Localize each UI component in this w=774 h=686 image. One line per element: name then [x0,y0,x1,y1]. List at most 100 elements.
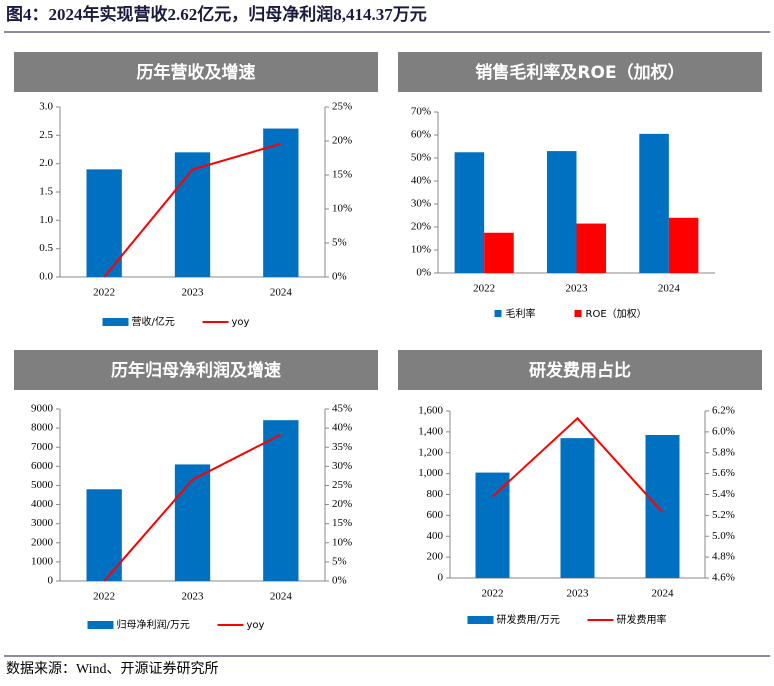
y-tick-label: 0% [416,267,431,279]
y-tick-label: 0 [438,572,444,584]
figure-title: 图4：2024年实现营收2.62亿元，归母净利润8,414.37万元 [6,4,427,24]
legend-swatch [87,621,114,629]
panel-title-box [14,52,378,92]
y-tick-label: 1000 [31,555,54,567]
bar [475,472,510,578]
legend-label: 研发费用/万元 [497,613,560,626]
legend-swatch [467,616,494,624]
y-tick-label: 50% [411,152,431,164]
x-tick-label: 2023 [182,591,205,603]
panel-title: 历年归母净利润及增速 [111,360,281,381]
x-tick-label: 2024 [270,591,293,603]
panel-title: 研发费用占比 [529,360,631,381]
y-tick-label: 8000 [31,422,54,434]
bar [645,435,680,578]
y2-tick-label: 15% [332,517,352,529]
y-tick-label: 1,200 [418,446,443,458]
legend-label: yoy [232,317,250,328]
panel-title-box [398,52,762,92]
legend-label: ROE（加权） [586,307,647,320]
y-tick-label: 2.0 [39,157,53,169]
y2-tick-label: 0% [332,271,347,283]
legend-label: 归母净利润/万元 [117,618,190,631]
bar [174,152,211,277]
y2-tick-label: 5.2% [712,509,735,521]
bar [86,489,122,581]
y2-tick-label: 15% [332,169,352,181]
y-tick-label: 6000 [31,460,54,472]
bar [668,217,699,273]
y-tick-label: 200 [427,551,444,563]
x-tick-label: 2023 [566,283,589,295]
panel-title-box [14,350,378,390]
legend-label: yoy [247,620,265,631]
x-tick-label: 2022 [473,283,495,295]
y2-tick-label: 5.4% [712,488,735,500]
y-tick-label: 20% [411,221,431,233]
bar [560,438,595,578]
y-tick-label: 1,600 [418,405,443,417]
y2-tick-label: 6.0% [712,425,735,437]
legend-label: 毛利率 [506,307,536,320]
y2-tick-label: 25% [332,479,352,491]
y-tick-label: 7000 [31,441,54,453]
y2-tick-label: 0% [332,575,347,587]
bar [484,232,514,273]
y2-tick-label: 4.6% [712,572,735,584]
y2-tick-label: 10% [332,536,352,548]
y2-tick-label: 20% [332,135,352,147]
y2-tick-label: 20% [332,498,352,510]
panel-title: 历年营收及增速 [137,62,256,83]
y-tick-label: 400 [427,530,444,542]
legend-swatch [574,310,582,317]
y2-tick-label: 5.8% [712,446,735,458]
y-tick-label: 0.0 [39,271,53,283]
y-tick-label: 1,400 [418,425,443,437]
y-tick-label: 2.5 [39,129,53,141]
y-tick-label: 30% [411,198,431,210]
y-tick-label: 3000 [31,517,54,529]
y2-tick-label: 45% [332,403,352,415]
bar [263,420,299,581]
x-tick-label: 2022 [482,588,504,600]
y-tick-label: 1,000 [418,467,443,479]
y2-tick-label: 10% [332,203,352,215]
panel-title-box [398,350,762,390]
y2-tick-label: 4.8% [712,551,735,563]
y-tick-label: 10% [411,244,431,256]
line-series [491,416,664,513]
bar [454,152,485,273]
y-tick-label: 5000 [31,479,54,491]
y-tick-label: 800 [427,488,444,500]
x-tick-label: 2023 [567,588,590,600]
y-tick-label: 0.5 [39,242,53,254]
x-tick-label: 2023 [182,287,205,299]
y-tick-label: 2000 [31,536,54,548]
bar [576,223,607,273]
bar [174,464,211,581]
y-tick-label: 600 [427,509,444,521]
y2-tick-label: 30% [332,460,352,472]
legend-label: 研发费用率 [617,613,667,626]
y2-tick-label: 6.2% [712,405,735,417]
y-tick-label: 60% [411,129,431,141]
y2-tick-label: 5.6% [712,467,735,479]
y-tick-label: 70% [411,106,431,118]
y2-tick-label: 5% [332,237,347,249]
y-tick-label: 3.0 [39,101,53,113]
y2-tick-label: 5% [332,555,347,567]
x-tick-label: 2024 [270,287,293,299]
y2-tick-label: 5.0% [712,530,735,542]
bar [639,133,669,273]
panel-title: 销售毛利率及ROE（加权） [475,62,684,83]
bar [546,151,577,273]
y-tick-label: 0 [48,575,54,587]
legend-swatch [494,310,502,317]
x-tick-label: 2022 [93,287,115,299]
y-tick-label: 9000 [31,403,54,415]
x-tick-label: 2022 [93,591,115,603]
y-tick-label: 1.5 [39,186,53,198]
y-tick-label: 1.0 [39,214,53,226]
bar [263,128,299,277]
